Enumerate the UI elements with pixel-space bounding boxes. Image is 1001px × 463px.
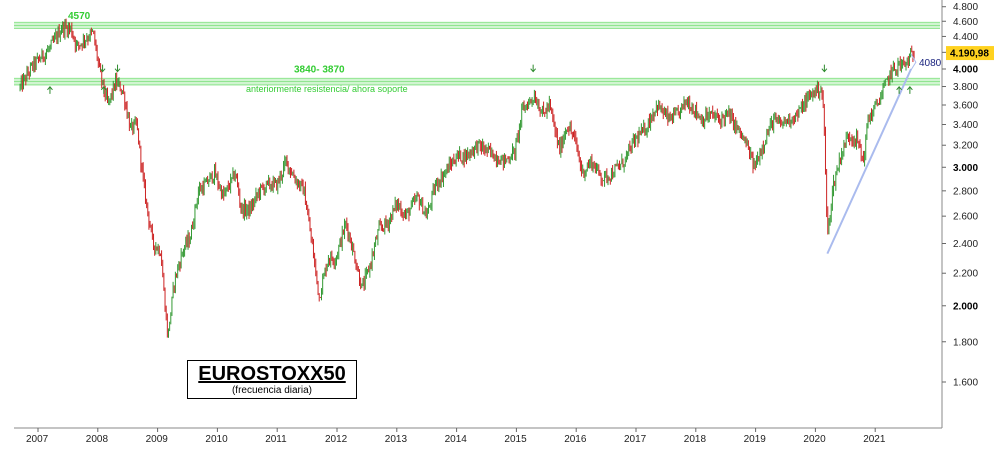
overlay-group: 4570 3840- 3870 anteriormente resistencia/… <box>47 11 942 255</box>
y-tick-label: 3.000 <box>953 163 978 174</box>
x-tick-label: 2018 <box>684 434 707 445</box>
y-tick-label: 2.400 <box>953 239 978 250</box>
x-tick-label: 2010 <box>205 434 228 445</box>
y-tick-label: 3.600 <box>953 100 978 111</box>
x-tick-label: 2008 <box>86 434 109 445</box>
y-tick-label: 2.800 <box>953 186 978 197</box>
x-tick-label: 2012 <box>325 434 348 445</box>
y-tick-label: 4.800 <box>953 2 978 13</box>
trendline <box>826 68 912 255</box>
x-tick-label: 2014 <box>445 434 468 445</box>
support-arrow <box>896 86 903 94</box>
title-box: EUROSTOXX50 (frecuencia diaria) <box>187 360 357 399</box>
y-tick-label: 2.600 <box>953 212 978 223</box>
y-tick-label: 4.000 <box>953 65 978 76</box>
axes-group: 1.600 1.800 2.000 2.200 2.400 2.600 2.800 3.000… <box>14 0 994 445</box>
y-tick-label: 3.400 <box>953 120 978 131</box>
support-arrow <box>47 86 53 94</box>
resistance-arrow <box>821 64 828 73</box>
y-tick-label: 4.400 <box>953 32 978 43</box>
resistance-arrow <box>114 64 121 73</box>
support-arrow <box>906 86 913 94</box>
x-tick-label: 2015 <box>504 434 527 445</box>
x-tick-label: 2021 <box>863 434 886 445</box>
x-tick-label: 2011 <box>265 434 287 445</box>
chart-subtitle: (frecuencia diaria) <box>231 385 313 396</box>
y-tick-label: 1.800 <box>953 337 978 348</box>
y-tick-label: 4.600 <box>953 17 978 28</box>
zone-label-3840-3870: 3840- 3870 <box>294 64 345 75</box>
y-tick-label: 2.000 <box>953 301 978 312</box>
x-tick-label: 2017 <box>624 434 647 445</box>
x-tick-label: 2007 <box>26 434 49 445</box>
chart-title: EUROSTOXX50 <box>198 363 346 385</box>
candles-group <box>14 18 940 338</box>
resistance-arrow <box>99 64 106 73</box>
x-tick-label: 2013 <box>385 434 408 445</box>
zone-label-4570: 4570 <box>68 11 91 22</box>
annotation-4080: 4080 <box>919 58 942 69</box>
y-tick-label: 1.600 <box>953 378 978 389</box>
last-price-label: 4.190,98 <box>950 49 989 60</box>
x-tick-label: 2019 <box>744 434 767 445</box>
support-arrow <box>100 86 107 94</box>
y-tick-label: 3.200 <box>953 141 978 152</box>
y-tick-label: 3.800 <box>953 82 978 93</box>
x-tick-label: 2020 <box>803 434 826 445</box>
annotation-bracket <box>910 53 917 71</box>
last-price-box <box>946 46 994 61</box>
resistance-arrow <box>530 64 537 73</box>
x-tick-label: 2016 <box>564 434 587 445</box>
x-tick-label: 2009 <box>146 434 169 445</box>
y-tick-label: 2.200 <box>953 269 978 280</box>
zone-note: anteriormente resistencia/ ahora soporte <box>246 84 408 94</box>
